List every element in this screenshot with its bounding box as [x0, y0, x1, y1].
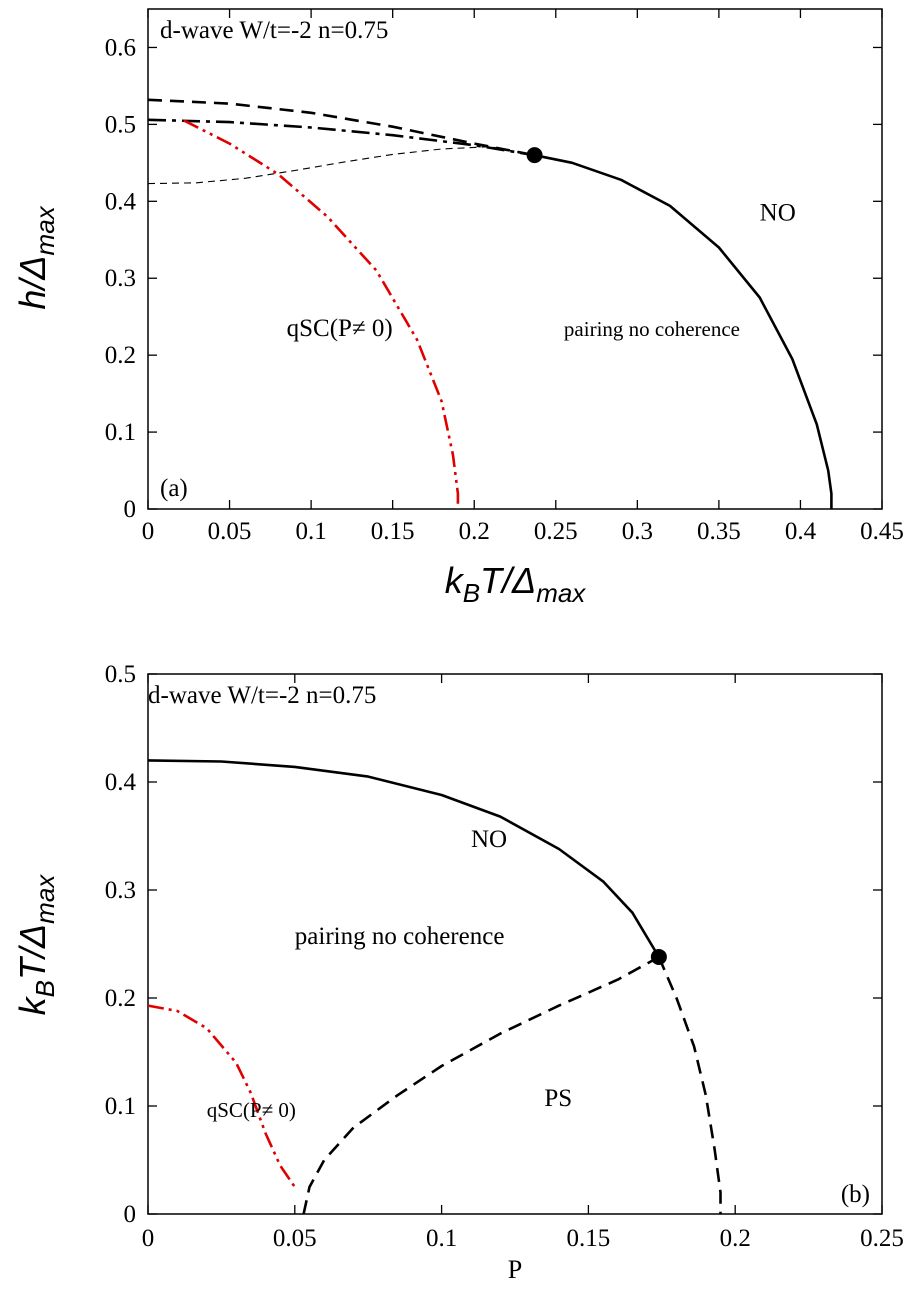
x-tick-label: 0: [142, 1225, 155, 1252]
x-tick-label: 0.15: [371, 518, 415, 545]
region-label: qSC(P≠ 0): [287, 315, 393, 342]
x-tick-label: 0.25: [534, 518, 578, 545]
y-tick-label: 0.4: [105, 769, 137, 796]
x-tick-label: 0.2: [720, 1225, 751, 1252]
region-label: NO: [471, 826, 507, 853]
x-tick-label: 0.4: [785, 518, 817, 545]
y-tick-label: 0.5: [105, 661, 136, 688]
region-label: qSC(P≠ 0): [207, 1098, 296, 1122]
x-tick-label: 0.15: [567, 1225, 611, 1252]
y-tick-label: 0: [124, 1201, 137, 1228]
x-tick-label: 0.1: [426, 1225, 457, 1252]
y-tick-label: 0.6: [105, 34, 136, 61]
region-label: pairing no coherence: [564, 317, 740, 341]
region-label: pairing no coherence: [295, 923, 505, 950]
y-tick-label: 0.3: [105, 877, 136, 904]
series-line-3: [147, 146, 535, 185]
y-tick-label: 0.1: [105, 419, 136, 446]
x-tick-label: 0.35: [697, 518, 741, 545]
panel-a-phase-diagram: 0 0.05 0.1 0.15 0.2 0.25 0.3 0.35 0.4 0.45 0 0.1 0.2…: [12, 8, 904, 608]
critical-point-marker: [650, 948, 667, 965]
parameter-annotation: d-wave W/t=-2 n=0.75: [148, 682, 376, 709]
y-tick-label: 0: [124, 496, 137, 523]
x-tick-label: 0.05: [273, 1225, 317, 1252]
series-line-0: [147, 759, 661, 958]
region-label: NO: [760, 200, 796, 227]
x-tick-label: 0.05: [208, 518, 252, 545]
parameter-annotation: d-wave W/t=-2 n=0.75: [160, 17, 388, 44]
x-axis-title: P: [508, 1255, 522, 1284]
x-tick-label: 0.1: [295, 518, 326, 545]
x-tick-label: 0.2: [459, 518, 490, 545]
critical-point-marker: [526, 147, 543, 164]
panel-label: (b): [841, 1181, 870, 1208]
y-tick-label: 0.4: [105, 188, 137, 215]
y-tick-label: 0.2: [105, 342, 136, 369]
series-line-4: [183, 119, 460, 509]
plot-frame: [147, 673, 883, 1215]
series-line-2: [147, 118, 535, 157]
series-line-0: [534, 153, 833, 509]
y-tick-label: 0.5: [105, 111, 136, 138]
y-tick-label: 0.2: [105, 985, 136, 1012]
y-axis-title: kBT/Δmax: [12, 874, 60, 1016]
series-line-2: [302, 955, 660, 1215]
region-label: PS: [544, 1085, 572, 1112]
series-line-3: [147, 1004, 296, 1188]
panel-b-phase-diagram: 0 0.05 0.1 0.15 0.2 0.25 0 0.1 0.2 0.3 0.4 0.5 NO pai…: [12, 661, 904, 1284]
x-tick-label: 0.3: [622, 518, 653, 545]
x-tick-label: 0.25: [860, 1225, 904, 1252]
series-line-1: [147, 98, 535, 157]
x-tick-label: 0.45: [860, 518, 904, 545]
x-tick-label: 0: [142, 518, 155, 545]
x-axis-title: kBT/Δmax: [445, 560, 587, 608]
series-line-1: [657, 956, 722, 1214]
y-axis-title: h/Δmax: [12, 205, 60, 309]
panel-label: (a): [160, 475, 188, 502]
y-tick-label: 0.3: [105, 265, 136, 292]
y-tick-label: 0.1: [105, 1093, 136, 1120]
plot-frame: [147, 8, 883, 510]
